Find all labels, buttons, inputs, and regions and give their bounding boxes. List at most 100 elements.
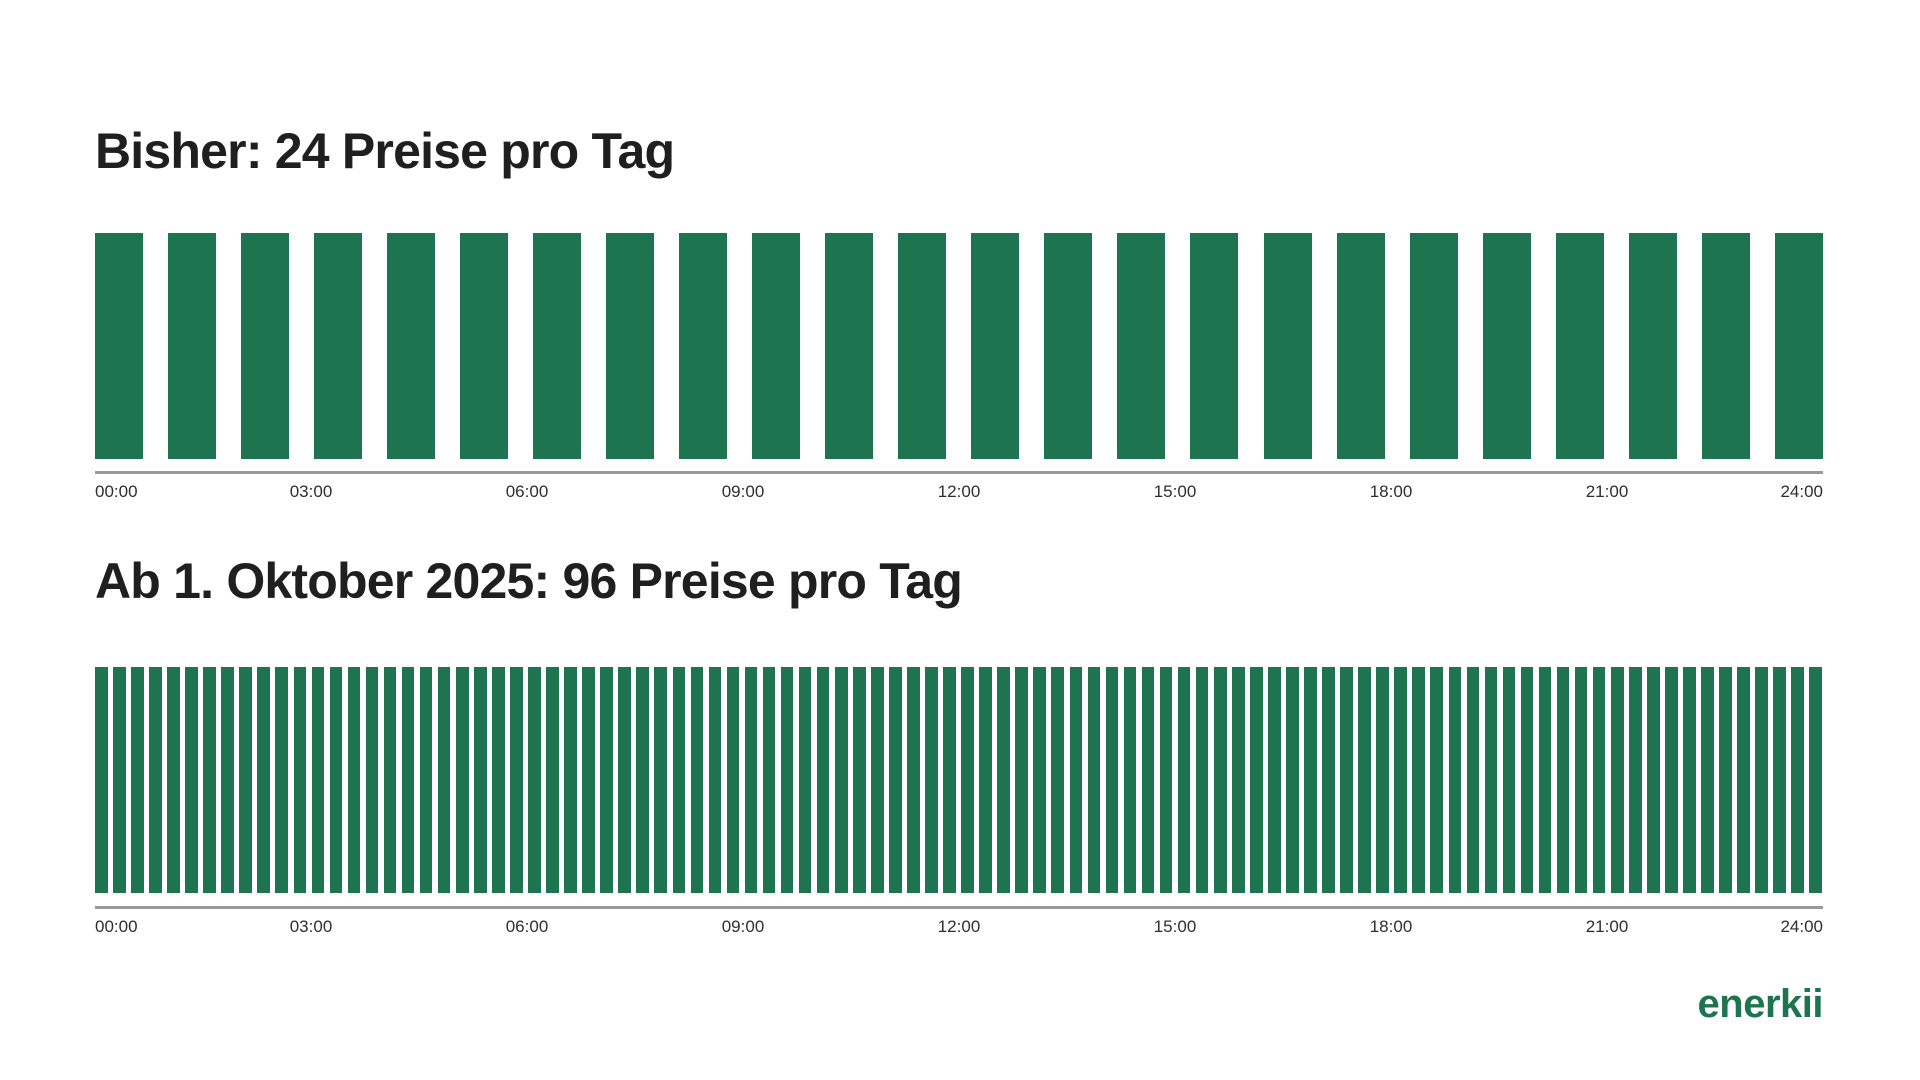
bar [654,667,668,893]
axis-tick-label: 24:00 [1780,917,1823,936]
bar [1044,233,1093,459]
bar [744,667,758,893]
bar [889,667,902,893]
bar [473,667,487,893]
chart-title-hourly: Bisher: 24 Preise pro Tag [95,123,675,179]
bar [1394,667,1407,893]
bar [1502,667,1516,893]
bar [1263,233,1312,459]
bar [1409,233,1458,459]
bar [149,667,162,893]
bar [131,667,144,893]
bar [606,233,655,459]
bar [437,667,451,893]
bar [1268,667,1281,893]
bar [1412,667,1426,893]
bar [762,667,776,893]
bar [510,667,523,893]
bar [221,667,234,893]
bar [203,667,216,893]
bar [1250,667,1263,893]
bar [1195,667,1209,893]
bar [690,667,704,893]
bar [979,667,992,893]
axis-tick-label: 18:00 [1369,482,1413,501]
axis-ticks: 00:00 03:00 06:00 09:00 12:00 15:00 18:00 21:00… [95,482,1823,506]
bar [383,667,397,893]
bar [1213,667,1227,893]
bar [907,667,920,893]
bar [95,667,108,893]
bar [95,233,143,459]
bar [672,667,686,893]
bar [1304,667,1317,893]
bar [961,667,974,893]
bar [528,667,541,893]
bar [1719,667,1732,893]
bar [1773,667,1786,893]
bar [1556,667,1570,893]
bar [925,667,938,893]
bar [455,667,469,893]
bar [871,667,884,893]
bar [546,667,559,893]
bar [293,667,307,893]
axis-tick-label: 06:00 [505,482,549,501]
bar [1015,667,1028,893]
bar [1520,667,1534,893]
bar [1683,667,1696,893]
axis-tick-label: 21:00 [1585,482,1629,501]
bar [1358,667,1371,893]
axis-tick-label: 12:00 [937,917,981,936]
bar [168,233,217,459]
bar [347,667,361,893]
bar [1376,667,1389,893]
bar [1628,667,1642,893]
axis-tick-label: 15:00 [1153,482,1197,501]
bar [1322,667,1335,893]
bar [239,667,252,893]
bar [1033,667,1047,893]
bar [1190,233,1239,459]
bar [167,667,180,893]
axis-tick-label: 03:00 [289,482,333,501]
bar [997,667,1010,893]
bar [943,667,956,893]
axis-tick-label: 00:00 [95,917,138,936]
axis-tick-label: 09:00 [721,482,765,501]
bar [780,667,794,893]
bar [564,667,577,893]
bar [1430,667,1444,893]
bar [1574,667,1588,893]
bar [1701,667,1714,893]
bars [95,233,1823,459]
bar [401,667,415,893]
chart-title-quarter-hour: Ab 1. Oktober 2025: 96 Preise pro Tag [95,553,963,609]
bar [533,233,582,459]
bar [1791,667,1804,893]
axis-tick-label: 03:00 [289,917,333,936]
bar [257,667,271,893]
bar [636,667,649,893]
x-axis-line [95,906,1823,909]
bar [1665,667,1678,893]
bar [1701,233,1750,459]
bar [708,667,722,893]
bar [387,233,436,459]
axis-tick-label: 18:00 [1369,917,1413,936]
bar [419,667,433,893]
bar [1628,233,1677,459]
bar [1610,667,1624,893]
bar [1737,667,1750,893]
bar [1117,233,1166,459]
axis-tick-label: 21:00 [1585,917,1629,936]
bar [834,667,848,893]
bar [1105,667,1119,893]
axis-tick-label: 12:00 [937,482,981,501]
axis-ticks: 00:00 03:00 06:00 09:00 12:00 15:00 18:00 21:00… [95,917,1823,941]
enerkii-logo: enerkii [1697,982,1824,1026]
bar [1286,667,1299,893]
bar [1141,667,1155,893]
bar [1466,667,1480,893]
bar [1087,667,1101,893]
